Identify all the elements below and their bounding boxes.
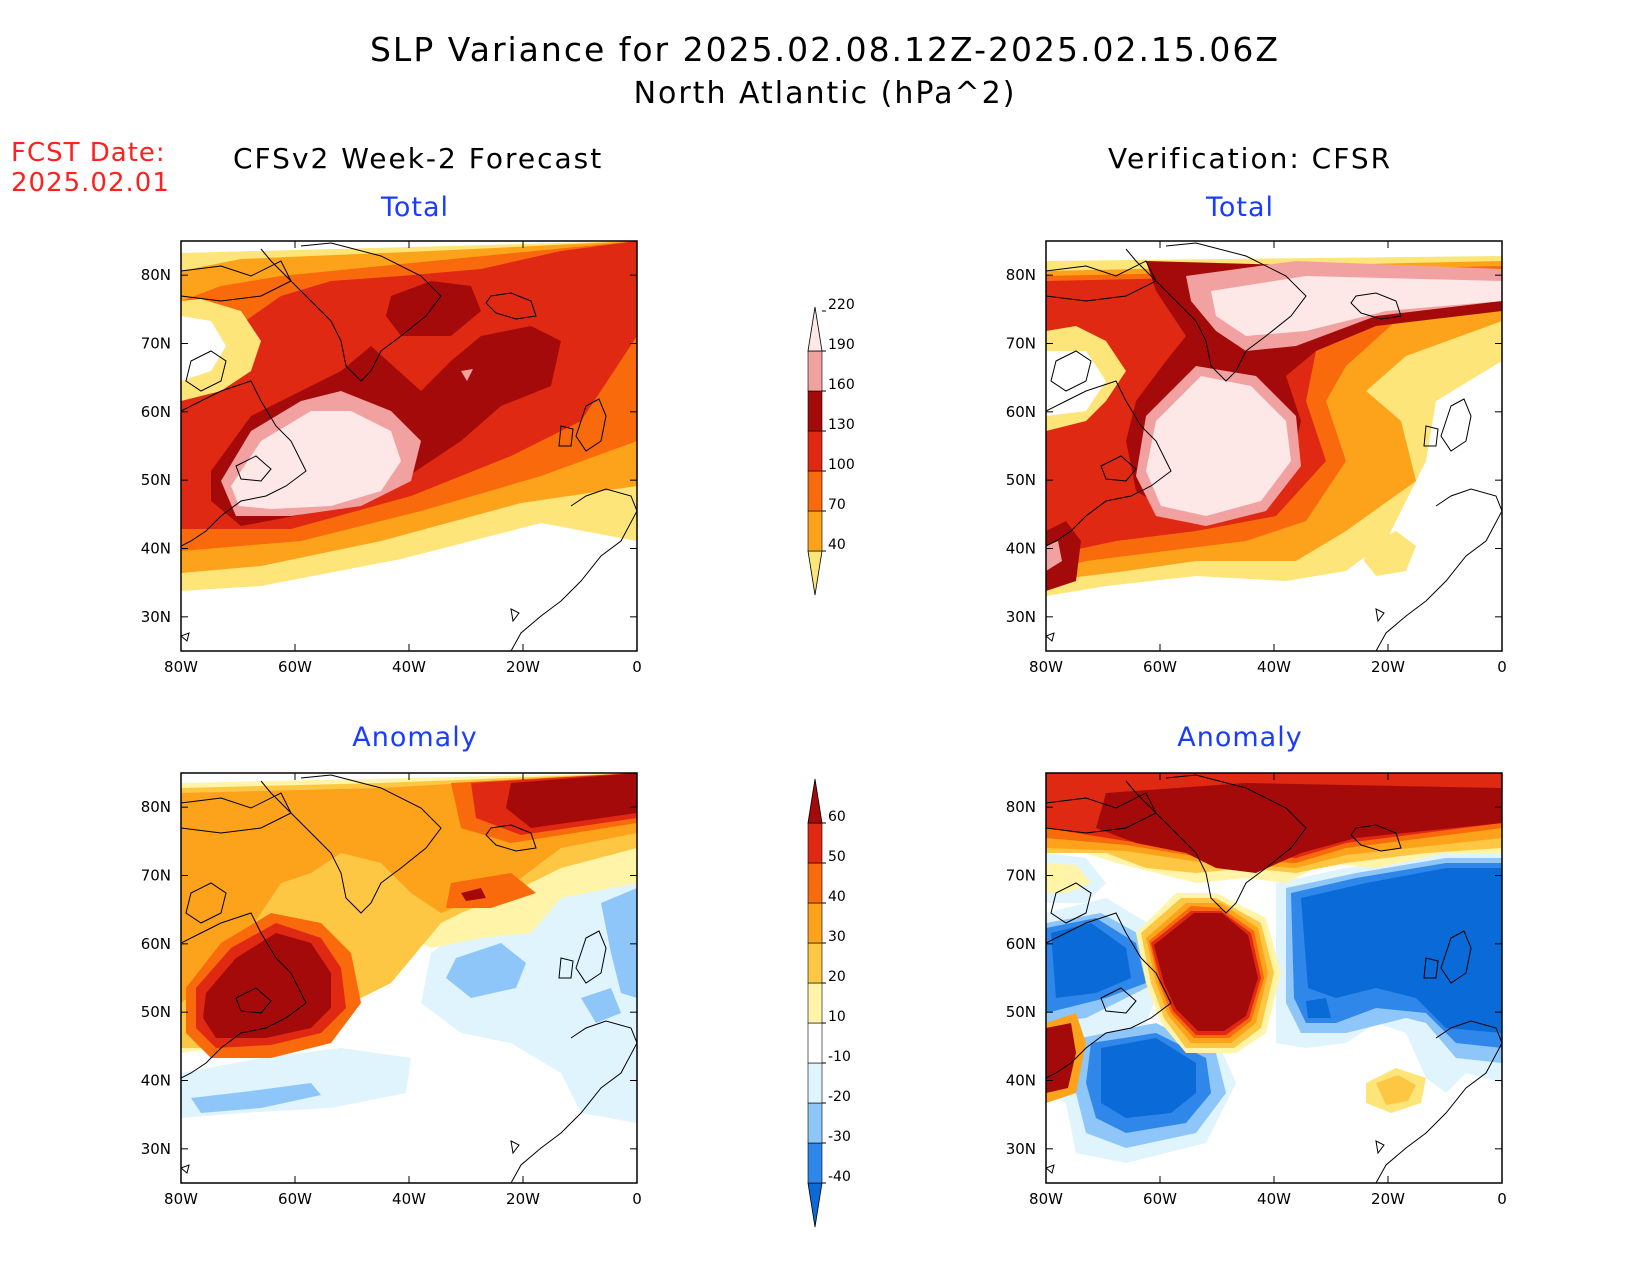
lat-tick-label: 70N [1006, 867, 1036, 885]
lat-tick-label: 70N [141, 335, 171, 353]
lon-tick-label: 80W [164, 658, 198, 676]
lat-tick-label: 70N [141, 867, 171, 885]
colorbar-segment [807, 778, 823, 824]
lon-tick-label: 40W [1257, 1190, 1291, 1208]
lon-tick-label: 20W [506, 1190, 540, 1208]
colorbar-segment [807, 902, 823, 944]
lat-tick-label: 80N [1006, 798, 1036, 816]
lon-tick-label: 60W [278, 658, 312, 676]
panel-title-verification-total: Total [1205, 192, 1275, 223]
lon-tick-label: 40W [392, 1190, 426, 1208]
colorbar-segment [807, 862, 823, 904]
colorbar-level-label: 130 [828, 417, 855, 433]
colorbar-level-label: 10 [828, 1009, 846, 1025]
colorbar-level-label: 30 [828, 929, 846, 945]
lat-tick-label: 30N [141, 608, 171, 626]
colorbar-level-label: 100 [828, 457, 855, 473]
colorbar-segment [807, 306, 823, 352]
lon-tick-label: 0 [1497, 658, 1507, 676]
panel-title-forecast-anomaly: Anomaly [352, 722, 478, 753]
lat-tick-label: 40N [1006, 1072, 1036, 1090]
colorbar-level-label: 190 [828, 337, 855, 353]
colorbar-segment [807, 350, 823, 392]
axis-ticks-verification-total: 80W 60W 40W 20W 0 30N 40N 50N 60N 70N 80N [1006, 241, 1507, 676]
map-verification-anomaly: 80W 60W 40W 20W 0 30N 40N 50N 60N 70N 80N [1006, 772, 1507, 1208]
lat-tick-label: 80N [141, 266, 171, 284]
colorbar-level-label: -30 [828, 1129, 851, 1145]
lat-tick-label: 50N [1006, 471, 1036, 489]
lat-tick-label: 50N [1006, 1003, 1036, 1021]
lat-tick-label: 80N [141, 798, 171, 816]
lon-tick-label: 40W [1257, 658, 1291, 676]
lon-tick-label: 60W [1143, 1190, 1177, 1208]
colorbar-segment [807, 550, 823, 596]
lat-tick-label: 70N [1006, 335, 1036, 353]
colorbar-segment [807, 1142, 823, 1184]
chart-subtitle: North Atlantic (hPa^2) [633, 76, 1017, 111]
colorbar-level-label: 160 [828, 377, 855, 393]
colorbar-segment [807, 822, 823, 864]
axis-ticks-forecast-total: 80W 60W 40W 20W 0 30N 40N 50N 60N 70N 80N [141, 241, 642, 676]
lon-tick-label: 80W [164, 1190, 198, 1208]
colorbar-segment [807, 1182, 823, 1228]
lat-tick-label: 50N [141, 1003, 171, 1021]
axis-ticks-forecast-anomaly: 80W 60W 40W 20W 0 30N 40N 50N 60N 70N 80N [141, 773, 642, 1208]
lat-tick-label: 40N [141, 540, 171, 558]
map-verification-total: 80W 60W 40W 20W 0 30N 40N 50N 60N 70N 80N [1006, 240, 1507, 676]
lat-tick-label: 30N [1006, 1140, 1036, 1158]
colorbar-segment [807, 470, 823, 512]
panel-title-forecast-total: Total [380, 192, 450, 223]
colorbar-segment [807, 510, 823, 552]
colorbar-level-label: 220 [828, 297, 855, 313]
lat-tick-label: 60N [1006, 935, 1036, 953]
lat-tick-label: 60N [141, 935, 171, 953]
lat-tick-label: 30N [1006, 608, 1036, 626]
forecast-date-value: 2025.02.01 [11, 168, 170, 198]
column-heading-verification: Verification: CFSR [1108, 142, 1393, 175]
map-forecast-anomaly: 80W 60W 40W 20W 0 30N 40N 50N 60N 70N 80N [141, 772, 642, 1208]
lat-tick-label: 40N [1006, 540, 1036, 558]
chart-title: SLP Variance for 2025.02.08.12Z-2025.02.… [369, 30, 1281, 69]
colorbar-level-label: 20 [828, 969, 846, 985]
lat-tick-label: 60N [1006, 403, 1036, 421]
lat-tick-label: 40N [141, 1072, 171, 1090]
colorbar-segment [807, 390, 823, 432]
map-forecast-total: 80W 60W 40W 20W 0 30N 40N 50N 60N 70N 80N [141, 240, 642, 676]
lon-tick-label: 0 [1497, 1190, 1507, 1208]
lat-tick-label: 60N [141, 403, 171, 421]
lat-tick-label: 50N [141, 471, 171, 489]
lon-tick-label: 20W [1371, 658, 1405, 676]
lon-tick-label: 20W [1371, 1190, 1405, 1208]
lon-tick-label: 40W [392, 658, 426, 676]
colorbar-segment [807, 1062, 823, 1104]
lon-tick-label: 60W [1143, 658, 1177, 676]
colorbar-level-label: -10 [828, 1049, 851, 1065]
colorbar-anomaly: -40 -30 -20 -10 10 20 30 40 50 60 [807, 778, 851, 1228]
column-heading-forecast: CFSv2 Week-2 Forecast [233, 142, 604, 175]
lon-tick-label: 0 [632, 1190, 642, 1208]
lon-tick-label: 20W [506, 658, 540, 676]
lon-tick-label: 80W [1029, 658, 1063, 676]
lon-tick-label: 80W [1029, 1190, 1063, 1208]
panel-title-verification-anomaly: Anomaly [1177, 722, 1303, 753]
colorbar-segment [807, 942, 823, 984]
axis-ticks-verification-anomaly: 80W 60W 40W 20W 0 30N 40N 50N 60N 70N 80N [1006, 773, 1507, 1208]
lat-tick-label: 30N [141, 1140, 171, 1158]
forecast-date-label: FCST Date: [11, 138, 166, 168]
colorbar-segment [807, 982, 823, 1024]
lat-tick-label: 80N [1006, 266, 1036, 284]
colorbar-segment [807, 1102, 823, 1144]
colorbar-level-label: 40 [828, 889, 846, 905]
colorbar-level-label: -20 [828, 1089, 851, 1105]
colorbar-level-label: 50 [828, 849, 846, 865]
colorbar-level-label: -40 [828, 1169, 851, 1185]
colorbar-segment [807, 1022, 823, 1064]
colorbar-total: 40 70 100 130 160 190 220 [807, 297, 855, 596]
colorbar-level-label: 40 [828, 537, 846, 553]
colorbar-level-label: 60 [828, 809, 846, 825]
lon-tick-label: 0 [632, 658, 642, 676]
colorbar-level-label: 70 [828, 497, 846, 513]
colorbar-segment [807, 430, 823, 472]
lon-tick-label: 60W [278, 1190, 312, 1208]
